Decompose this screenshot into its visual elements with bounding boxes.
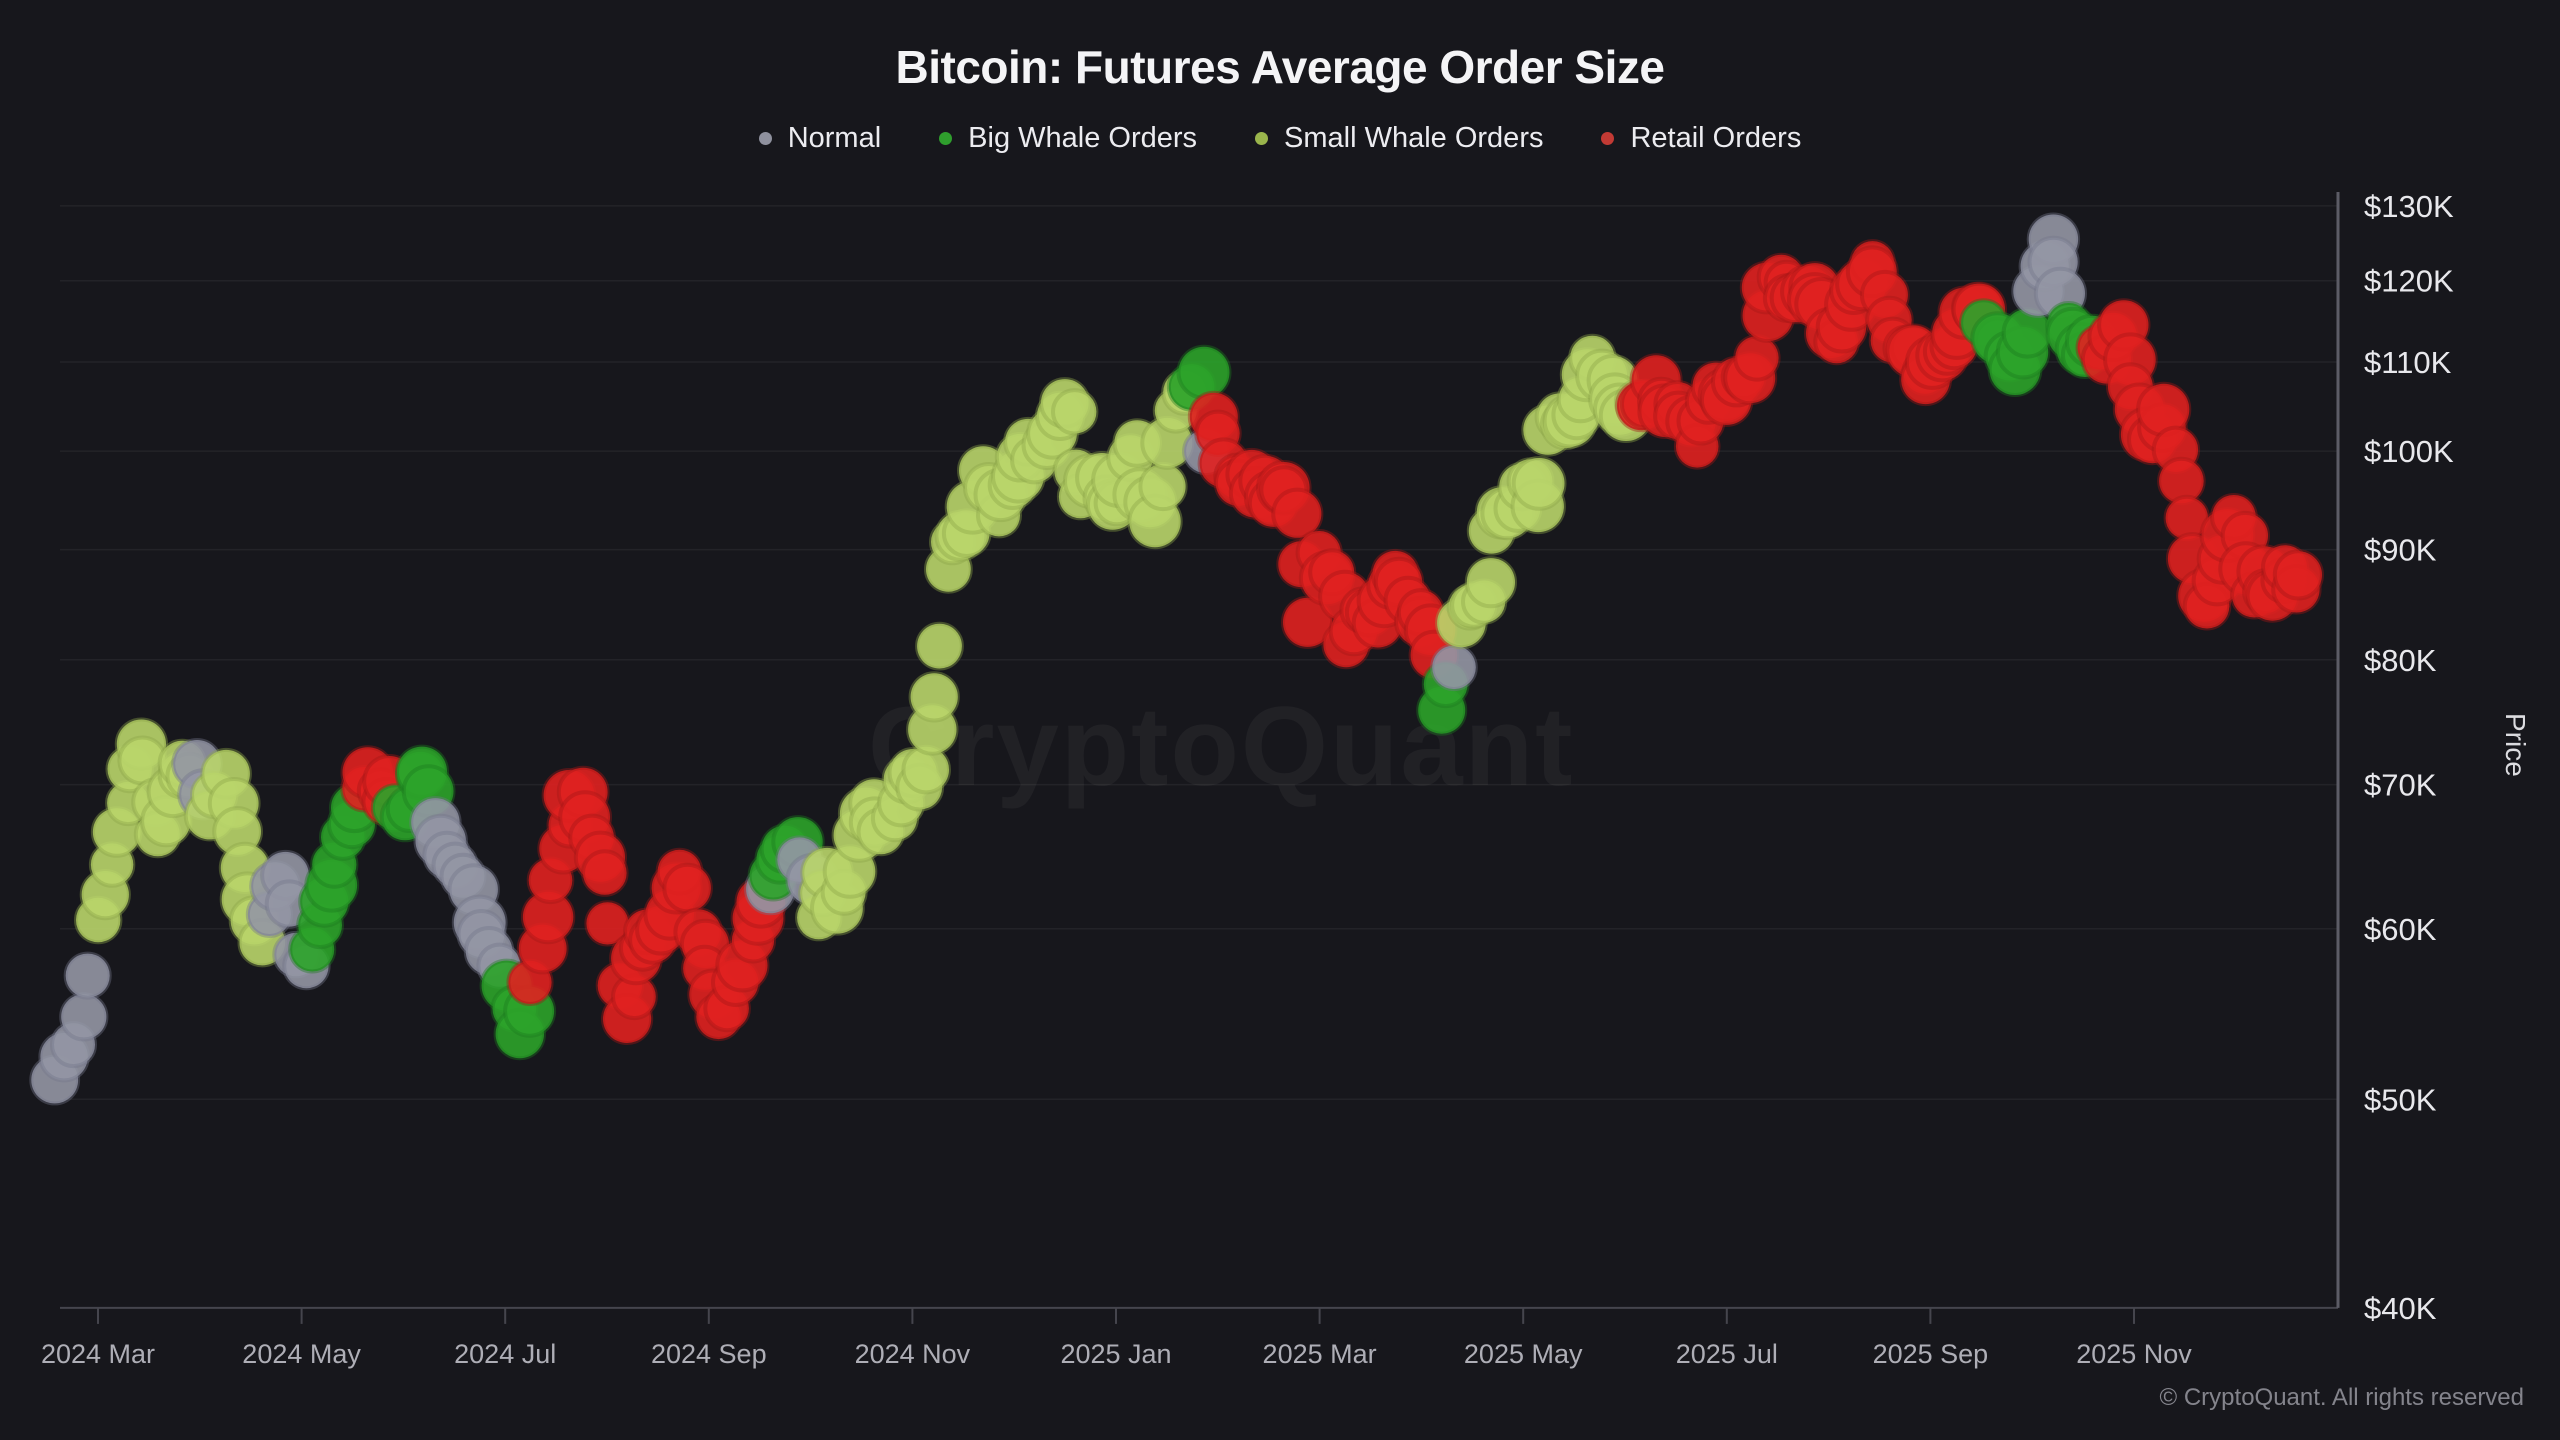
svg-text:$40K: $40K xyxy=(2364,1291,2437,1326)
svg-text:2024 May: 2024 May xyxy=(242,1339,361,1369)
data-point[interactable] xyxy=(1138,461,1188,512)
svg-text:$80K: $80K xyxy=(2364,643,2437,678)
svg-text:$60K: $60K xyxy=(2364,912,2437,947)
legend-label: Retail Orders xyxy=(1630,122,1802,154)
legend-item-normal[interactable]: Normal xyxy=(758,122,882,155)
retail-dot-icon xyxy=(1601,132,1615,145)
data-point[interactable] xyxy=(59,992,109,1042)
svg-text:$90K: $90K xyxy=(2364,533,2437,568)
svg-text:2025 Jan: 2025 Jan xyxy=(1060,1339,1171,1369)
data-point[interactable] xyxy=(1271,487,1324,540)
legend-label: Big Whale Orders xyxy=(968,122,1198,154)
legend-item-small-whale[interactable]: Small Whale Orders xyxy=(1255,122,1543,155)
svg-text:2025 Jul: 2025 Jul xyxy=(1676,1339,1778,1369)
big-whale-dot-icon xyxy=(939,132,953,145)
data-point[interactable] xyxy=(1430,643,1478,692)
x-axis-labels: 2024 Mar 2024 May 2024 Jul 2024 Sep 2024 Nov… xyxy=(41,1339,2192,1369)
svg-text:2025 Mar: 2025 Mar xyxy=(1263,1339,1377,1369)
data-point[interactable] xyxy=(581,849,629,897)
normal-dot-icon xyxy=(758,132,772,145)
scatter-series xyxy=(29,212,2324,1106)
svg-text:$130K: $130K xyxy=(2364,189,2454,224)
small-whale-dot-icon xyxy=(1255,132,1269,145)
svg-text:$70K: $70K xyxy=(2364,768,2437,803)
svg-text:$100K: $100K xyxy=(2364,434,2454,469)
svg-text:2025 Nov: 2025 Nov xyxy=(2076,1339,2192,1369)
data-point[interactable] xyxy=(1176,344,1232,400)
page-title: Bitcoin: Futures Average Order Size xyxy=(895,41,1665,93)
axis-lines xyxy=(60,192,2340,1324)
y-axis-title: Price xyxy=(2500,713,2531,777)
data-point[interactable] xyxy=(1511,456,1567,511)
legend-item-retail[interactable]: Retail Orders xyxy=(1601,122,1801,155)
copyright-footer: © CryptoQuant. All rights reserved xyxy=(2159,1384,2525,1411)
y-axis-labels: $130K $120K $110K $100K $90K $80K $70K $60K $50K… xyxy=(2364,189,2454,1326)
svg-text:$110K: $110K xyxy=(2364,345,2452,380)
svg-text:2024 Nov: 2024 Nov xyxy=(855,1339,971,1369)
legend-label: Small Whale Orders xyxy=(1284,122,1544,154)
gridlines xyxy=(60,205,2338,1101)
legend-label: Normal xyxy=(787,122,882,154)
legend: Normal Big Whale Orders Small Whale Orde… xyxy=(0,122,2560,155)
svg-text:2024 Jul: 2024 Jul xyxy=(454,1339,556,1369)
data-point[interactable] xyxy=(2272,549,2324,601)
data-point[interactable] xyxy=(1051,388,1099,436)
data-point[interactable] xyxy=(908,671,960,723)
data-point[interactable] xyxy=(1464,556,1518,609)
data-point[interactable] xyxy=(1733,334,1781,382)
svg-text:2024 Mar: 2024 Mar xyxy=(41,1339,155,1369)
data-point[interactable] xyxy=(662,862,713,914)
svg-text:2024 Sep: 2024 Sep xyxy=(651,1339,767,1369)
svg-text:2025 May: 2025 May xyxy=(1464,1339,1583,1369)
svg-text:$120K: $120K xyxy=(2364,264,2454,299)
svg-text:$50K: $50K xyxy=(2364,1082,2437,1117)
legend-item-big-whale[interactable]: Big Whale Orders xyxy=(939,122,1197,155)
data-point[interactable] xyxy=(1281,595,1335,649)
svg-text:2025 Sep: 2025 Sep xyxy=(1873,1339,1989,1369)
data-point[interactable] xyxy=(63,951,112,1000)
data-point[interactable] xyxy=(915,621,964,671)
